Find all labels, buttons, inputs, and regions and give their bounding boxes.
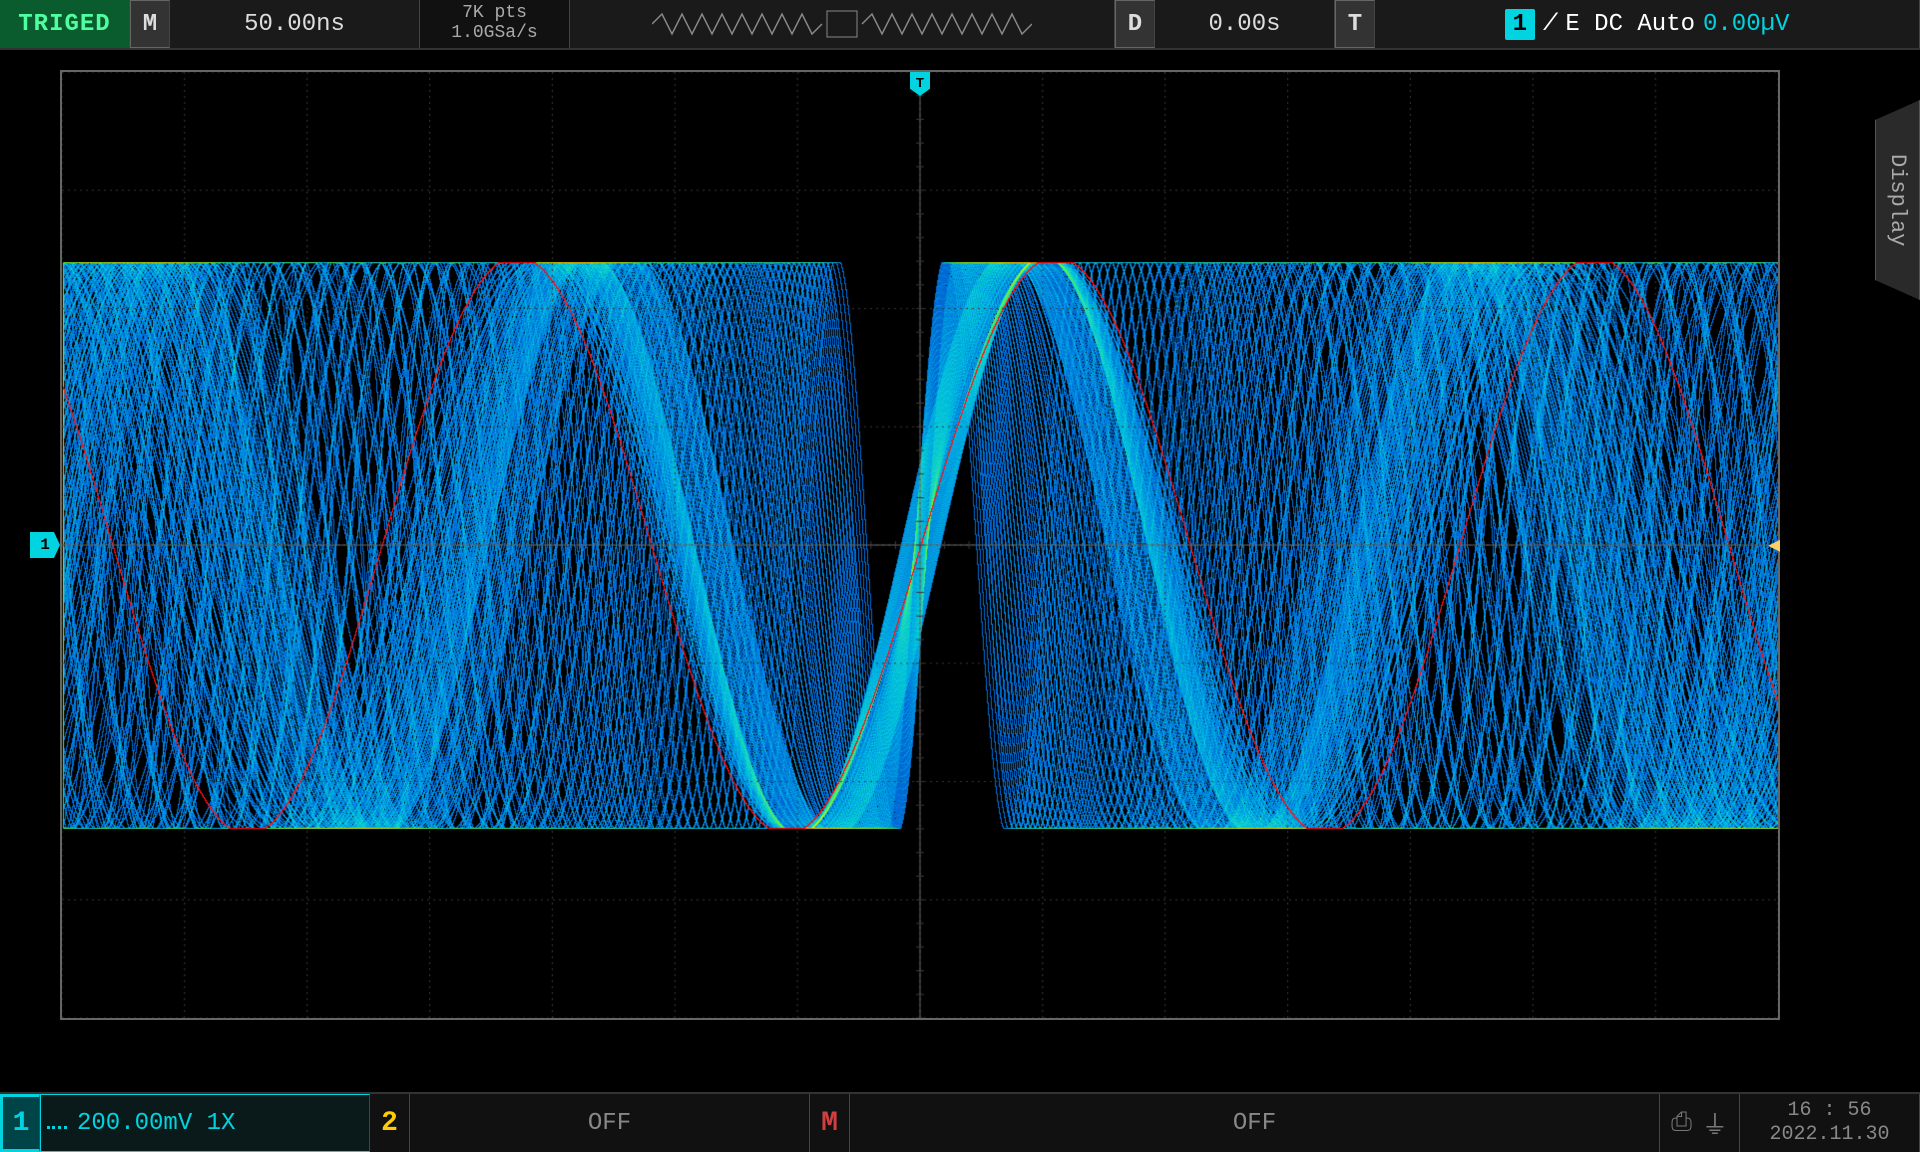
datetime: 16 : 56 2022.11.30	[1740, 1094, 1920, 1152]
d-badge[interactable]: D	[1115, 0, 1155, 48]
trigger-level: 0.00µV	[1703, 11, 1789, 38]
acquisition-info[interactable]: 7K pts 1.0GSa/s	[420, 0, 570, 48]
ch2-button[interactable]: 2	[370, 1094, 410, 1152]
status-icons: ⎙ ⏚	[1660, 1094, 1740, 1152]
display-menu-tab[interactable]: Display	[1875, 100, 1920, 300]
waveform-display[interactable]: T 1 ◀	[60, 70, 1780, 1020]
sample-rate: 1.0GSa/s	[451, 24, 537, 44]
svg-text:▼: ▼	[838, 9, 846, 13]
time-value: 16 : 56	[1787, 1099, 1871, 1123]
trigger-info[interactable]: 1 / E DC Auto 0.00µV	[1375, 0, 1920, 48]
math-info[interactable]: OFF	[850, 1094, 1660, 1152]
timebase-value[interactable]: 50.00ns	[170, 0, 420, 48]
trigger-level-arrow[interactable]: ◀	[1768, 532, 1780, 558]
grid-canvas	[62, 72, 1778, 1018]
ch2-info[interactable]: OFF	[410, 1094, 810, 1152]
ch1-scale: 200.00mV 1X	[77, 1110, 235, 1137]
ch1-ground-marker[interactable]: 1	[30, 532, 60, 558]
trigger-edge-icon: /	[1543, 11, 1557, 38]
bottom-bar: 1 200.00mV 1X 2 OFF M OFF ⎙ ⏚ 16 : 56 20…	[0, 1092, 1920, 1152]
memory-depth: 7K pts	[462, 4, 527, 24]
ch1-info[interactable]: 200.00mV 1X	[40, 1094, 370, 1152]
zigzag-icon: ▼	[652, 9, 1032, 39]
usb-icon: ⎙	[1671, 1108, 1692, 1138]
delay-value[interactable]: 0.00s	[1155, 0, 1335, 48]
date-value: 2022.11.30	[1769, 1123, 1889, 1147]
trigger-coupling: E DC Auto	[1565, 11, 1695, 38]
m-badge[interactable]: M	[130, 0, 170, 48]
ch1-button[interactable]: 1	[0, 1094, 40, 1152]
t-badge[interactable]: T	[1335, 0, 1375, 48]
memory-overview[interactable]: ▼	[570, 0, 1115, 48]
trigger-status: TRIGED	[0, 0, 130, 48]
top-bar: TRIGED M 50.00ns 7K pts 1.0GSa/s ▼ D 0.0…	[0, 0, 1920, 50]
network-icon: ⏚	[1702, 1105, 1728, 1142]
trigger-source-badge: 1	[1505, 9, 1535, 40]
dc-coupling-icon	[47, 1117, 67, 1129]
math-button[interactable]: M	[810, 1094, 850, 1152]
